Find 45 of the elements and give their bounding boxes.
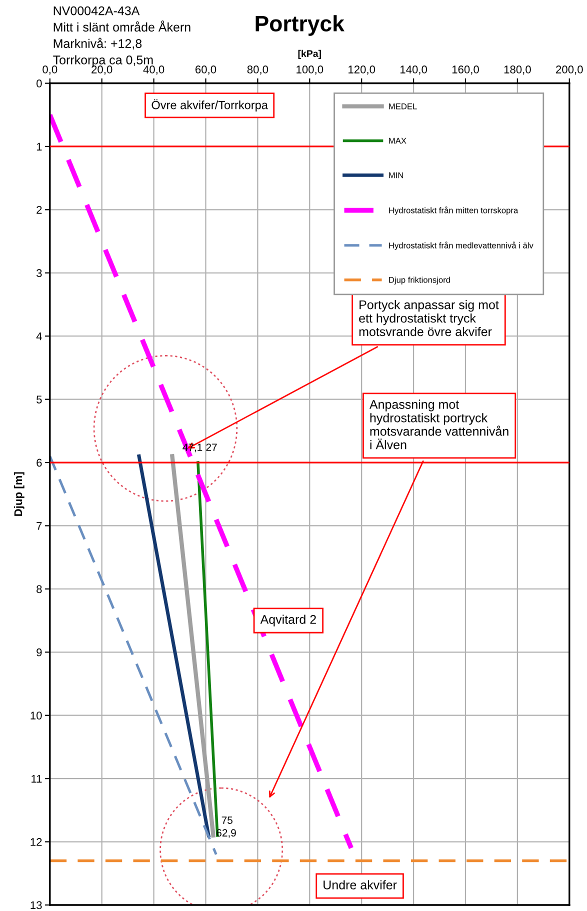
y-tick-label: 5 <box>36 396 42 404</box>
legend-label: Hydrostatiskt från mitten torrskopra <box>389 206 518 215</box>
legend-label: MAX <box>389 138 406 144</box>
annotation: 75 <box>222 816 232 824</box>
y-tick-label: 10 <box>30 712 42 720</box>
x-tick-label: 180,0 <box>504 66 531 75</box>
legend-label: MEDEL <box>389 103 417 110</box>
y-tick-label: 3 <box>36 269 42 278</box>
annotation: Anpassning mot hydrostatiskt portryck motsvarande vattennivån i Älven <box>369 400 508 450</box>
y-tick-label: 0 <box>36 80 42 88</box>
legend-label: Hydrostatiskt från medlevattennivå i älv <box>389 242 534 250</box>
x-tick-label: 60,0 <box>195 66 216 75</box>
y-axis-title: Djup [m] <box>14 472 24 516</box>
y-tick-label: 9 <box>36 648 42 656</box>
x-tick-label: 160,0 <box>452 66 479 75</box>
annotation: Övre akvifer/Torrkorpa <box>152 99 268 112</box>
y-tick-label: 11 <box>32 774 42 783</box>
y-tick-label: 13 <box>30 901 42 910</box>
y-tick-label: 7 <box>36 522 42 530</box>
x-tick-label: 100,0 <box>296 66 324 75</box>
x-tick-label: 120,0 <box>348 66 376 75</box>
legend-label: Djup friktionsjord <box>389 276 450 284</box>
x-tick-label: 200,0 <box>556 66 583 75</box>
x-tick-label: 0,0 <box>42 66 58 75</box>
y-tick-label: 8 <box>36 585 42 594</box>
text: NV00042A-43A <box>54 6 140 16</box>
annotation: Undre akvifer <box>324 880 397 890</box>
x-tick-label: 40,0 <box>143 66 164 75</box>
annotation: 27 <box>206 444 217 451</box>
legend-label: MIN <box>389 172 404 178</box>
x-tick-label: 80,0 <box>247 66 268 75</box>
annotation: Portyck anpassar sig mot ett hydrostatiskt tryck motsvrande övre akvifer <box>359 300 499 336</box>
x-tick-label: 140,0 <box>400 66 428 75</box>
x-tick-label: 20,0 <box>92 66 112 75</box>
y-tick-label: 1 <box>36 142 42 150</box>
text: Torrkorpa ca 0,5m <box>53 55 153 67</box>
y-tick-label: 12 <box>30 838 42 846</box>
y-tick-label: 2 <box>36 206 42 214</box>
y-tick-label: 4 <box>36 332 42 340</box>
annotation: Aqvitard 2 <box>260 614 316 626</box>
text: Mitt i slänt område Åkern <box>54 20 190 32</box>
x-axis-title: [kPa] <box>298 50 321 59</box>
chart-title: Portryck <box>256 15 344 36</box>
y-tick-label: 6 <box>36 458 42 467</box>
text: Marknivå: +12,8 <box>54 38 142 50</box>
